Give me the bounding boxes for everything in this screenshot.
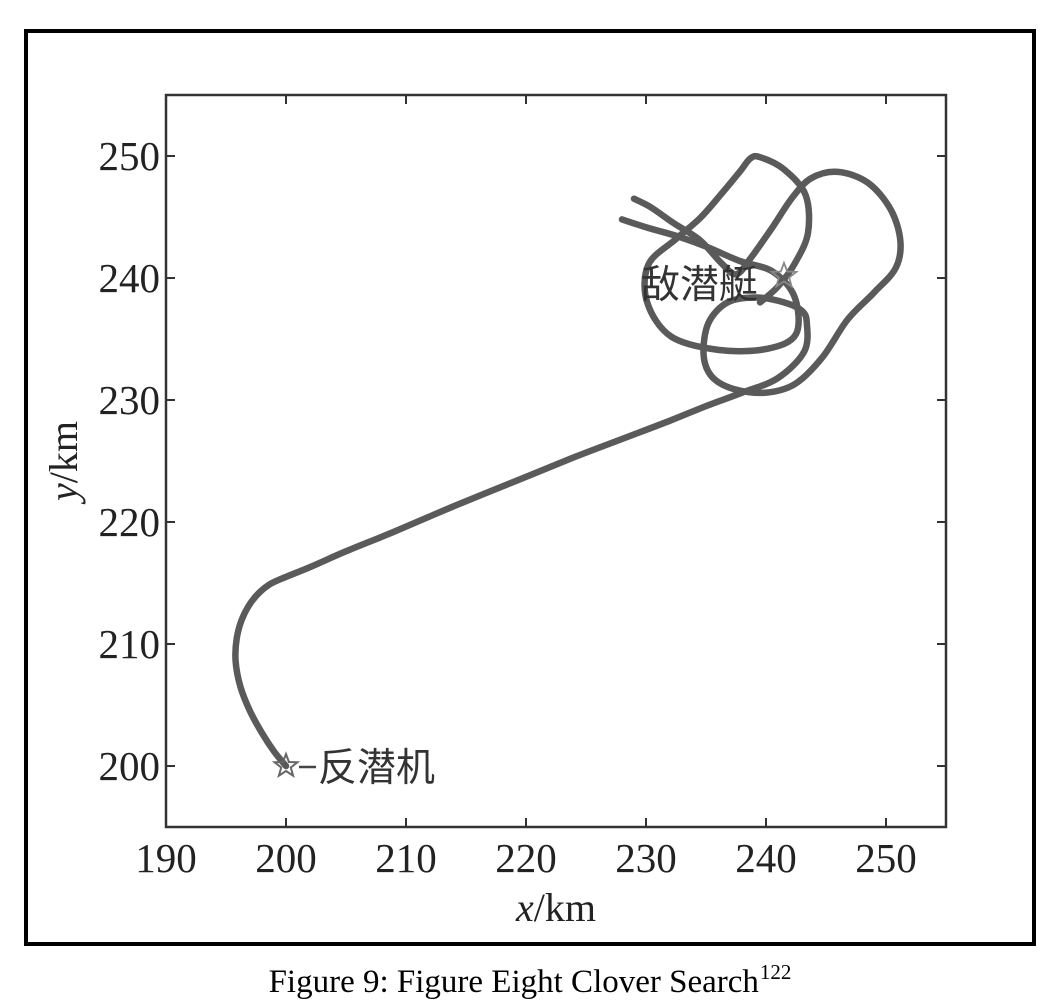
figure-caption: Figure 9: Figure Eight Clover Search122 [0,952,1060,1002]
x-tick-label: 200 [255,835,317,881]
y-tick-labels: 200 210 220 230 240 250 [99,133,161,789]
x-tick-label: 240 [735,835,797,881]
y-tick-label: 240 [99,255,161,301]
series-line-2 [618,152,813,355]
chart: 190 200 210 220 230 240 250 200 210 220 230 240 250… [41,93,948,930]
aircraft-star-marker [271,751,301,779]
x-tick-labels: 190 200 210 220 230 240 250 [135,835,917,881]
caption-reference: 122 [759,960,792,984]
x-tick-label: 220 [495,835,557,881]
y-tick-label: 230 [99,377,161,423]
figure-frame [24,29,1036,946]
x-tick-label: 230 [615,835,677,881]
annotation-submarine: 敌潜艇 [641,263,758,308]
submarine-star-marker [769,260,799,289]
y-tick-label: 210 [99,621,161,667]
x-axis-label: x/km [515,885,596,930]
x-tick-label: 190 [135,835,197,881]
axis-ticks [165,95,946,827]
x-tick-label: 250 [855,835,917,881]
caption-text: Figure 9: Figure Eight Clover Search [268,964,759,1000]
series-line-1 [232,168,904,770]
y-tick-label: 200 [99,743,161,789]
plot-area [164,93,948,829]
y-axis-label: y/km [41,421,86,505]
annotation-aircraft: 反潜机 [318,746,435,791]
x-tick-label: 210 [375,835,437,881]
series-group [232,152,904,770]
y-tick-label: 250 [99,133,161,179]
y-tick-label: 220 [99,499,161,545]
